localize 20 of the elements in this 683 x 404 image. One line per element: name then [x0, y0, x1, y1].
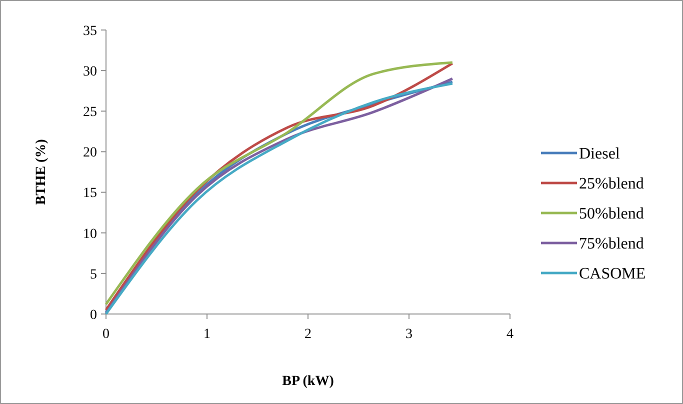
y-tick-label: 15 [83, 186, 97, 202]
x-tick-label: 2 [304, 327, 312, 342]
legend-label: 25%blend [579, 176, 644, 193]
legend-label: Diesel [579, 146, 620, 163]
legend-label: 50%blend [579, 206, 644, 223]
y-tick-label: 25 [83, 105, 97, 120]
x-tick-label: 4 [506, 327, 514, 342]
legend-label: 75%blend [579, 236, 644, 253]
legend-label: CASOME [579, 266, 646, 283]
x-tick-label: 1 [204, 327, 210, 342]
y-tick-label: 30 [83, 64, 97, 80]
y-tick-label: 35 [83, 24, 97, 39]
y-tick-label: 5 [90, 267, 97, 282]
x-tick-label: 0 [102, 327, 110, 342]
x-tick-label: 3 [406, 327, 412, 342]
y-axis-title: BTHE (%) [34, 138, 49, 205]
x-axis-title: BP (kW) [282, 374, 334, 389]
y-tick-label: 10 [83, 226, 97, 242]
y-tick-label: 20 [83, 146, 97, 161]
y-tick-label: 0 [90, 308, 97, 323]
